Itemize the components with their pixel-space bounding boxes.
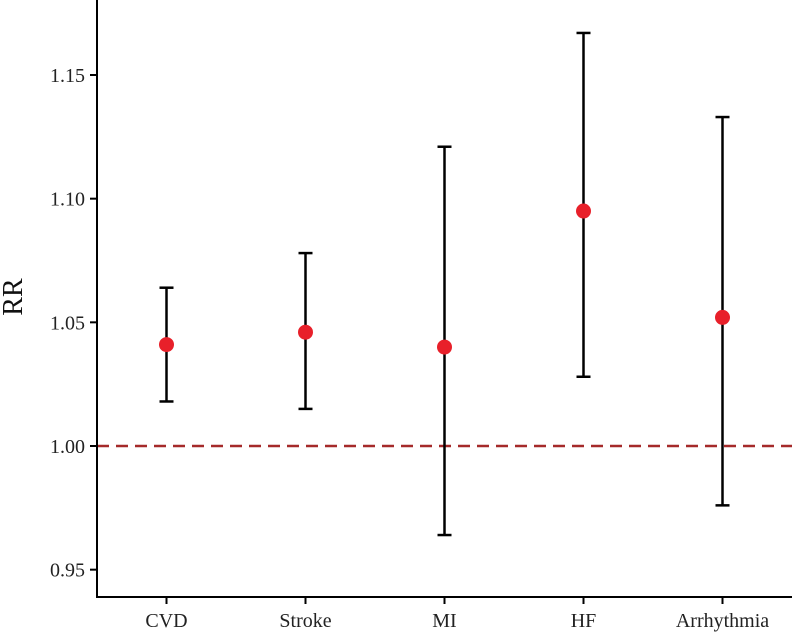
x-tick-label: CVD — [145, 610, 187, 632]
y-tick-label: 0.95 — [50, 560, 85, 582]
y-tick-label: 1.15 — [50, 65, 85, 87]
x-tick-label: Stroke — [279, 610, 331, 632]
estimate-point — [576, 203, 591, 219]
estimate-point — [298, 324, 313, 340]
x-tick-label: MI — [432, 610, 456, 632]
y-axis-title: RR — [0, 278, 29, 316]
estimate-point — [437, 339, 452, 355]
y-tick-label: 1.10 — [50, 189, 85, 211]
estimate-point — [715, 309, 730, 325]
x-tick-label: Arrhythmia — [676, 610, 769, 632]
estimate-point — [159, 337, 174, 353]
x-tick-label: HF — [571, 610, 597, 632]
y-tick-label: 1.05 — [50, 312, 85, 334]
y-tick-label: 1.00 — [50, 436, 85, 458]
